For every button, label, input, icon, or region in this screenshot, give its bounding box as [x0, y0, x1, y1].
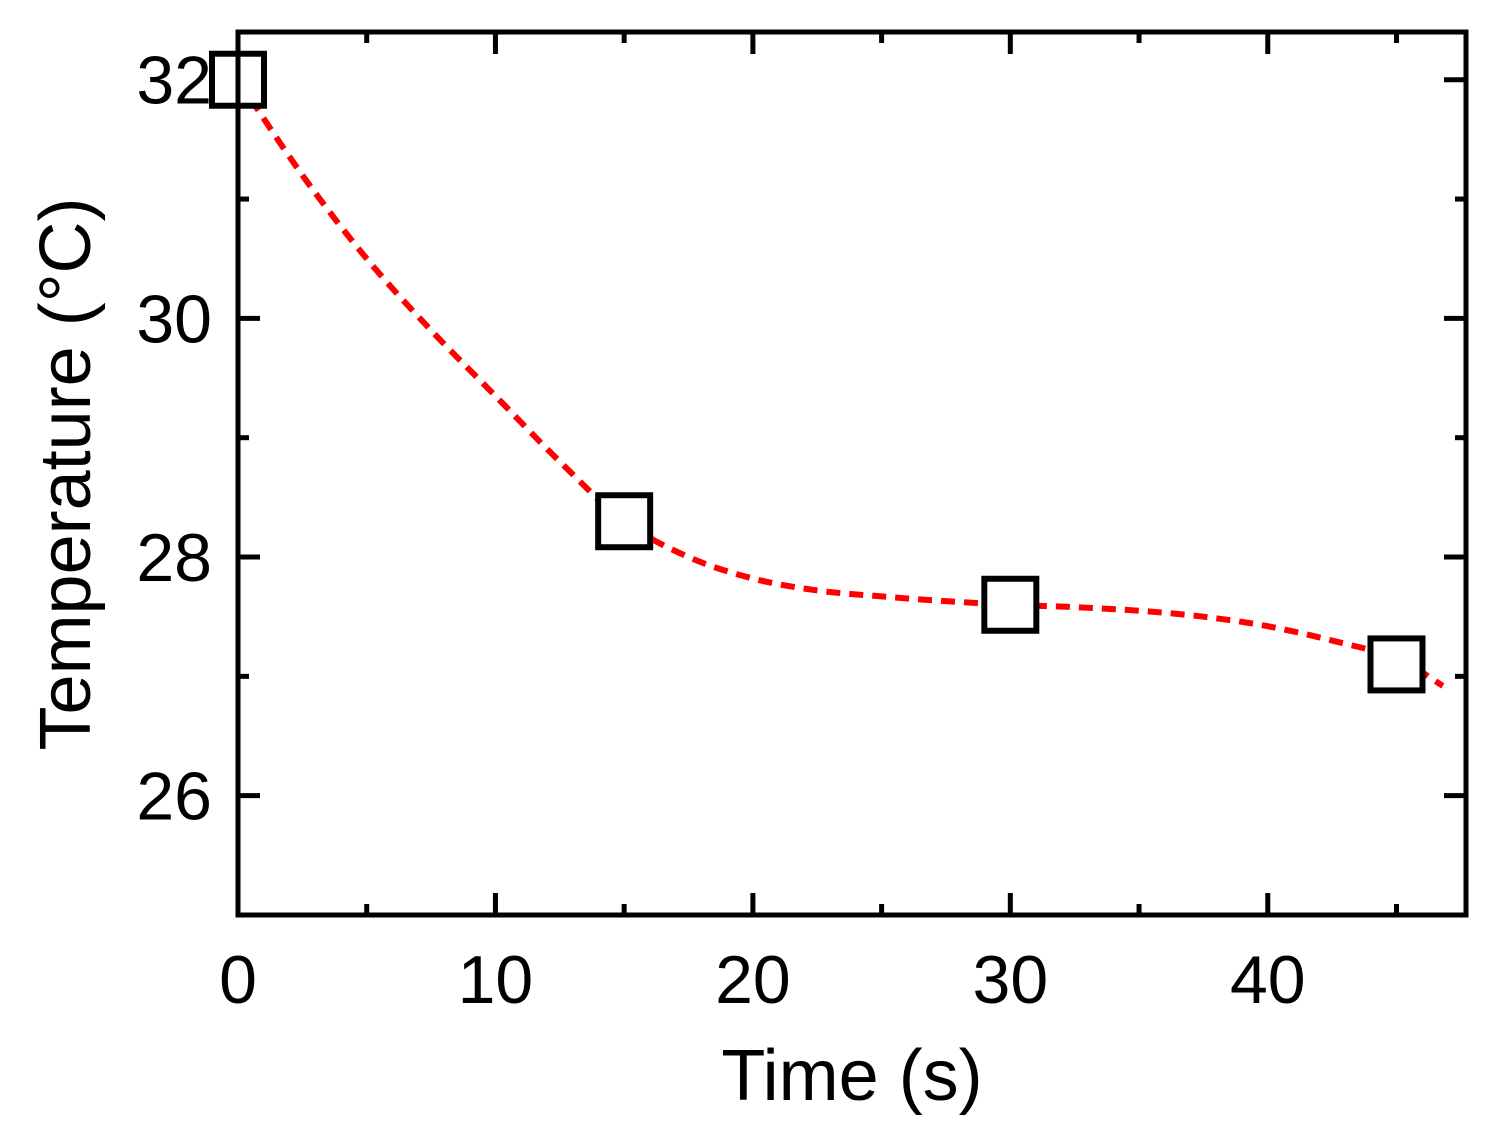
x-tick-label: 0 [219, 942, 257, 1018]
fit-curve [235, 78, 1445, 689]
data-point-square [1367, 635, 1426, 694]
data-markers [209, 50, 1426, 694]
data-point-square [981, 575, 1040, 634]
y-axis-title: Temperature (°C) [26, 198, 106, 751]
plot-frame [235, 29, 1469, 918]
x-tick-label: 20 [715, 942, 791, 1018]
x-tick-label: 10 [458, 942, 534, 1018]
y-tick-label: 32 [136, 43, 212, 119]
x-tick-label: 40 [1230, 942, 1306, 1018]
axis-ticks [235, 32, 1466, 915]
x-axis-title: Time (s) [721, 1036, 982, 1116]
y-tick-label: 30 [136, 281, 212, 357]
y-tick-label: 28 [136, 520, 212, 596]
tick-labels: 0 10 20 30 40 26 28 30 32 [136, 43, 1305, 1018]
fit-curve-line [235, 78, 1445, 689]
y-tick-label: 26 [136, 759, 212, 835]
data-point-square [595, 492, 654, 551]
x-tick-label: 30 [973, 942, 1049, 1018]
